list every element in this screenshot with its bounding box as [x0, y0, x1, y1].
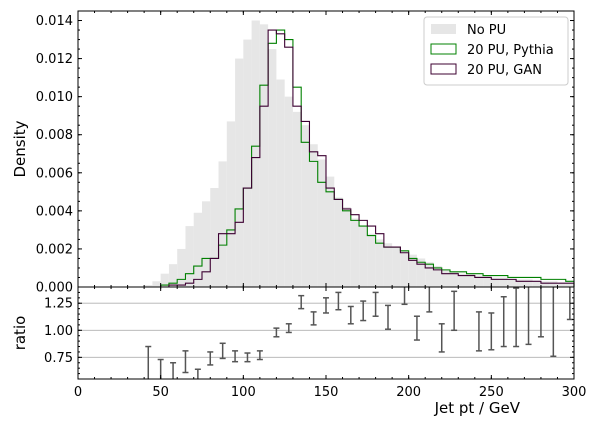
ratio-x-tick-label: 100: [231, 385, 256, 400]
no-pu-bar: [375, 239, 384, 287]
no-pu-bar: [425, 262, 434, 287]
gan-step-line: [78, 29, 575, 288]
no-pu-bar: [532, 281, 541, 287]
no-pu-bar: [491, 277, 500, 287]
no-pu-bar: [499, 277, 508, 287]
no-pu-bar: [549, 281, 558, 287]
no-pu-bar: [450, 271, 459, 287]
ratio-x-tick-label: 0: [74, 385, 82, 400]
ratio-panel: 0.75 1.00 1.25 0 50 100 150 200 250 300 ratio Je…: [11, 286, 587, 417]
density-y-axis-label: Density: [11, 120, 29, 177]
no-pu-bar: [557, 283, 566, 287]
no-pu-bar: [342, 207, 351, 287]
ratio-x-tick-label: 200: [396, 385, 421, 400]
no-pu-bar: [301, 125, 310, 287]
no-pu-bar: [152, 281, 161, 287]
density-y-tick-label: 0.010: [36, 90, 73, 105]
no-pu-bar: [177, 248, 186, 287]
no-pu-bar: [474, 275, 484, 287]
legend-swatch-gan: [430, 63, 457, 75]
ratio-x-tick-label: 50: [152, 385, 169, 400]
density-panel: 0.000 0.002 0.004 0.006 0.008 0.010 0.012 0.014…: [11, 10, 575, 296]
no-pu-bar: [433, 266, 442, 287]
no-pu-bar: [483, 275, 492, 287]
no-pu-bar: [317, 159, 326, 287]
density-y-ticks: 0.000 0.002 0.004 0.006 0.008 0.010 0.012 0.014: [36, 14, 574, 296]
no-pu-bar: [350, 218, 360, 287]
no-pu-bar: [292, 111, 302, 288]
density-x-ticks: [77, 11, 575, 287]
no-pu-bar: [367, 233, 376, 287]
density-y-tick-label: 0.004: [36, 204, 73, 219]
legend-box: [423, 16, 569, 86]
no-pu-bar: [416, 258, 426, 287]
no-pu-bar: [276, 79, 285, 287]
density-y-tick-label: 0.014: [36, 14, 73, 29]
no-pu-bar: [168, 264, 178, 287]
ratio-x-axis-label: Jet pt / GeV: [434, 399, 521, 417]
ratio-x-tick-label: 300: [562, 385, 587, 400]
no-pu-bar: [160, 273, 169, 287]
no-pu-bar: [284, 96, 293, 287]
ratio-x-ticks: 0 50 100 150 200 250 300: [74, 287, 587, 400]
no-pu-bar: [210, 188, 219, 287]
no-pu-bar: [202, 201, 211, 287]
legend-swatch-pythia: [430, 43, 457, 55]
no-pu-histogram: [144, 20, 574, 288]
ratio-y-tick-label: 0.75: [44, 351, 73, 366]
no-pu-bar: [565, 283, 574, 287]
legend-label-gan: 20 PU, GAN: [467, 63, 542, 78]
ratio-x-tick-label: 250: [479, 385, 504, 400]
no-pu-bar: [193, 212, 202, 287]
density-y-tick-label: 0.012: [36, 52, 73, 67]
no-pu-bar: [226, 121, 236, 288]
ratio-y-tick-label: 1.25: [44, 297, 73, 312]
legend-label-pythia: 20 PU, Pythia: [467, 43, 554, 58]
no-pu-bar: [235, 58, 244, 287]
legend: No PU 20 PU, Pythia 20 PU, GAN: [423, 16, 569, 86]
no-pu-bar: [243, 39, 252, 287]
legend-swatch-no-pu: [431, 24, 456, 34]
ratio-y-ticks: 0.75 1.00 1.25: [44, 291, 574, 375]
no-pu-bar: [334, 197, 343, 287]
ratio-y-axis-label: ratio: [11, 316, 29, 351]
no-pu-bar: [185, 226, 194, 287]
density-y-tick-label: 0.006: [36, 166, 73, 181]
no-pu-bar: [392, 247, 401, 287]
no-pu-bar: [516, 279, 525, 287]
no-pu-bar: [218, 161, 227, 287]
no-pu-bar: [268, 49, 277, 287]
density-y-tick-label: 0.000: [36, 281, 73, 296]
ratio-error-bar-group: [145, 287, 573, 379]
no-pu-bar: [540, 281, 550, 287]
ratio-x-tick-label: 150: [314, 385, 339, 400]
legend-label-no-pu: No PU: [467, 23, 506, 38]
no-pu-bar: [441, 269, 450, 287]
pu-step-histograms: [78, 29, 575, 288]
no-pu-bar: [251, 20, 260, 287]
density-y-tick-label: 0.002: [36, 242, 73, 257]
pythia-step-line: [78, 29, 575, 288]
no-pu-bar: [400, 250, 409, 287]
no-pu-bar: [383, 243, 393, 287]
no-pu-bar: [458, 273, 467, 287]
no-pu-bar: [408, 254, 417, 287]
ratio-y-tick-label: 1.00: [44, 324, 73, 339]
no-pu-bar: [507, 279, 517, 287]
no-pu-bar: [144, 285, 153, 287]
no-pu-bar: [309, 144, 318, 287]
no-pu-bar: [326, 176, 335, 287]
no-pu-bar: [359, 226, 368, 287]
density-y-tick-label: 0.008: [36, 128, 73, 143]
no-pu-bar: [259, 24, 269, 288]
ratio-error-bars: [145, 287, 573, 379]
no-pu-bar: [524, 279, 533, 287]
no-pu-bar: [466, 273, 475, 287]
